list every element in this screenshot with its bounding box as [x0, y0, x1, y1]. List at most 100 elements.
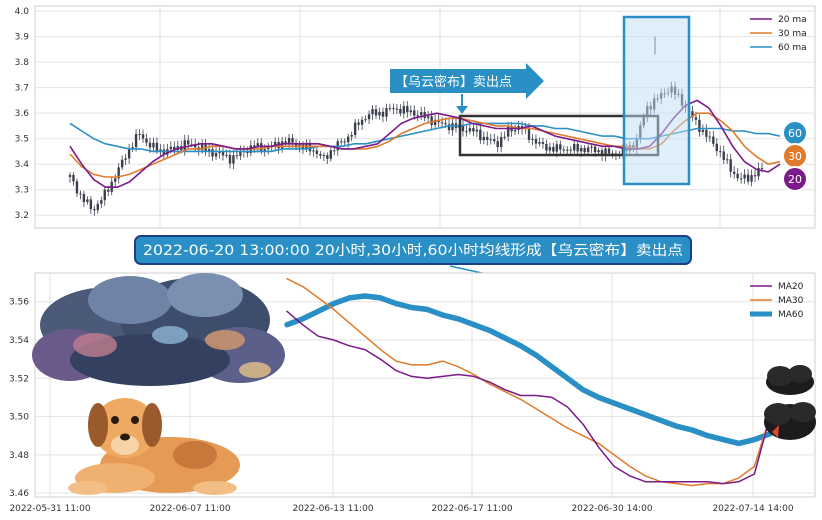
candle-body [750, 175, 753, 182]
candle-body [538, 141, 541, 144]
small-dark-clouds-illustration [764, 365, 816, 440]
candle-body [152, 142, 155, 148]
candle-body [475, 129, 479, 132]
candle-body [221, 151, 225, 156]
legend-MA20: MA20 [778, 282, 804, 292]
candle-body [420, 112, 423, 116]
candle-body [103, 189, 106, 201]
candle-body [315, 150, 319, 154]
candle-body [604, 148, 607, 156]
candle-body [719, 151, 722, 153]
candle-body [746, 174, 750, 182]
candle-body [267, 147, 270, 150]
bottom-line-MA30 [286, 277, 771, 487]
bottom-x-tick-label: 2022-05-31 11:00 [9, 504, 90, 514]
sell-signal-highlight-box [622, 15, 691, 186]
candle-body [263, 149, 266, 152]
candle-body [413, 110, 416, 116]
top-y-tick-label: 3.7 [15, 84, 29, 94]
candle-body [573, 144, 576, 151]
candle-body [555, 144, 559, 152]
candle-body [552, 146, 555, 152]
bottom-legend: MA20 MA30 MA60 [750, 282, 804, 320]
candle-body [496, 141, 499, 148]
candle-body [96, 203, 100, 211]
candle-body [364, 119, 367, 121]
top-y-axis: 3.2 3.3 3.4 3.5 3.6 3.7 3.8 3.9 4.0 [15, 7, 30, 221]
candle-body [312, 150, 315, 152]
candle-body [576, 144, 579, 152]
candle-body [468, 128, 472, 132]
candle-body [273, 141, 277, 146]
candle-body [691, 111, 694, 118]
top-y-tick-label: 3.2 [15, 211, 29, 221]
candle-body [200, 144, 204, 151]
candle-body [183, 140, 186, 151]
top-y-tick-label: 3.6 [15, 109, 30, 119]
candle-body [357, 122, 360, 125]
bottom-x-tick-label: 2022-06-30 14:00 [571, 504, 652, 514]
candle-body [402, 106, 406, 114]
candle-body [493, 139, 496, 142]
candle-body [294, 142, 298, 148]
candle-body [246, 151, 249, 154]
top-chart-panel: 3.2 3.3 3.4 3.5 3.6 3.7 3.8 3.9 4.0 【乌云密布】卖出点 20… [15, 5, 816, 229]
candle-body [381, 111, 385, 117]
candle-body [527, 127, 531, 140]
candle-body [346, 136, 350, 143]
top-legend: 20 ma 30 ma 60 ma [750, 15, 807, 53]
candle-body [169, 146, 173, 150]
signal-banner-text: 2022-06-20 13:00:00 20小时,30小时,60小时均线形成【乌… [143, 242, 683, 259]
bottom-y-tick-label: 3.56 [9, 298, 29, 308]
candle-body [534, 138, 538, 144]
candle-body [760, 168, 764, 170]
candle-body [207, 149, 211, 152]
candle-body [232, 155, 235, 164]
candle-body [559, 144, 562, 150]
candle-body [371, 109, 374, 115]
candle-body [72, 174, 75, 182]
candle-body [472, 128, 475, 132]
candle-body [124, 158, 127, 160]
legend-30ma: 30 ma [778, 29, 807, 39]
legend-20ma: 20 ma [778, 15, 807, 25]
candle-body [322, 155, 326, 157]
candle-body [715, 143, 718, 152]
bottom-x-axis: 2022-05-31 11:00 2022-06-07 11:00 2022-06-… [9, 504, 793, 514]
candle-body [562, 149, 565, 151]
legend-MA60: MA60 [778, 310, 804, 320]
candle-body [503, 136, 506, 138]
candle-body [694, 117, 698, 120]
sell-point-arrow-annotation: 【乌云密布】卖出点 [390, 63, 544, 114]
bottom-y-tick-label: 3.46 [9, 489, 29, 499]
candle-body [326, 155, 329, 159]
candle-body [256, 143, 259, 148]
candle-body [86, 199, 89, 203]
candle-body [68, 174, 72, 177]
signal-banner: 2022-06-20 13:00:00 20小时,30小时,60小时均线形成【乌… [134, 235, 692, 285]
pointer-arrowhead [456, 106, 468, 114]
candle-body [712, 136, 715, 144]
candle-body [93, 209, 96, 211]
candle-body [399, 108, 402, 114]
candle-body [753, 175, 757, 177]
candle-body [131, 147, 134, 149]
candle-body [729, 159, 732, 172]
candle-body [586, 147, 590, 153]
bottom-y-tick-label: 3.50 [9, 413, 29, 423]
candle-body [82, 193, 86, 203]
candle-body [319, 153, 322, 156]
candle-body [722, 151, 725, 160]
top-y-tick-label: 4.0 [15, 7, 30, 17]
candle-body [107, 189, 110, 192]
candle-body [388, 108, 392, 110]
candle-body [433, 119, 437, 125]
candle-body [597, 150, 600, 153]
candle-body [225, 155, 228, 157]
candle-body [120, 159, 124, 168]
candle-body [426, 116, 430, 119]
bottom-line-MA60 [284, 293, 773, 447]
candle-body [499, 137, 503, 148]
candle-body [569, 149, 572, 151]
